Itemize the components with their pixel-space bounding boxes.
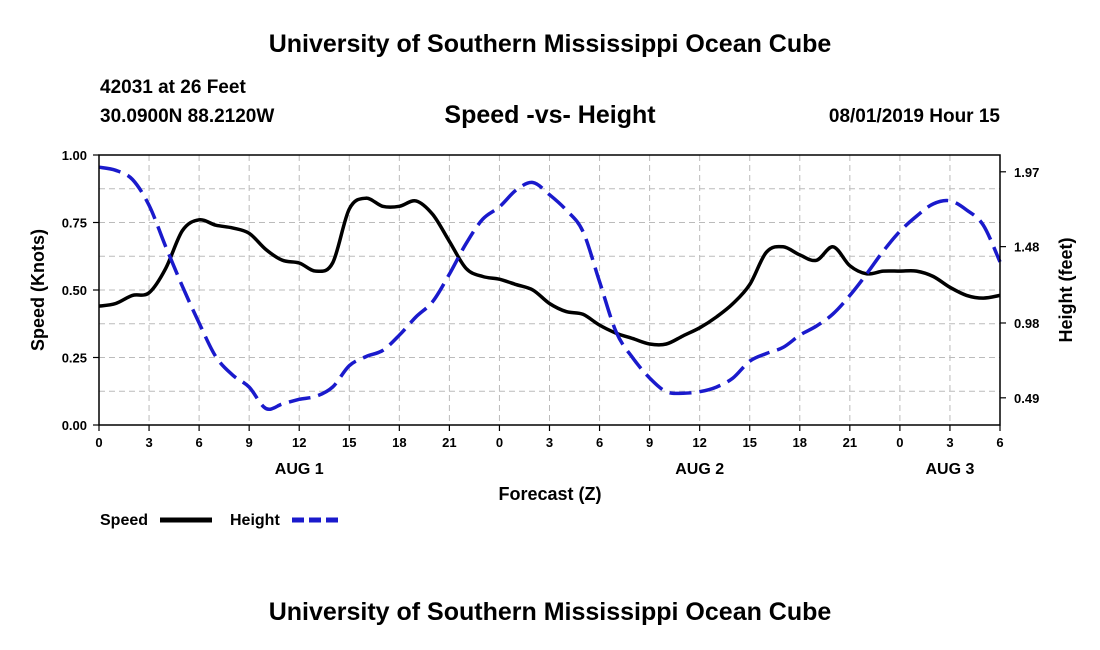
x-tick-label: 12: [292, 435, 306, 450]
x-tick-label: 3: [145, 435, 152, 450]
coordinates-label: 30.0900N 88.2120W: [100, 106, 275, 127]
y2-tick-label: 0.98: [1014, 316, 1039, 331]
series-line-height: [98, 165, 1002, 411]
axis-labels: Forecast (Z) Speed (Knots) Height (feet): [28, 229, 1076, 504]
x-tick-label: 15: [342, 435, 356, 450]
x-tick-label: 6: [195, 435, 202, 450]
x-tick-label: 0: [95, 435, 102, 450]
y2-tick-label: 0.49: [1014, 391, 1039, 406]
x-tick-label: 0: [896, 435, 903, 450]
x-tick-label: 3: [946, 435, 953, 450]
x-tick-label: 6: [596, 435, 603, 450]
legend-height-label: Height: [230, 512, 280, 529]
legend-speed-label: Speed: [100, 512, 148, 529]
grid: [99, 155, 1000, 425]
chart-title: University of Southern Mississippi Ocean…: [268, 30, 832, 58]
day-label: AUG 1: [275, 461, 324, 478]
series-line-speed: [98, 196, 1001, 347]
x-axis-title: Forecast (Z): [498, 484, 601, 504]
x-tick-label: 9: [246, 435, 253, 450]
datetime-label: 08/01/2019 Hour 15: [828, 106, 1000, 127]
legend: Speed Height: [100, 512, 342, 529]
station-label: 42031 at 26 Feet: [100, 77, 246, 98]
y-tick-label: 1.00: [62, 148, 87, 163]
y-tick-label: 0.25: [62, 351, 87, 366]
day-label: AUG 2: [675, 461, 724, 478]
y2-axis-title: Height (feet): [1056, 238, 1076, 343]
y-tick-label: 0.50: [62, 283, 87, 298]
series-lines: [98, 165, 1002, 411]
x-tick-label: 18: [392, 435, 406, 450]
axis-ticks: 0 3 6 9 12 15 18 21 0 3 6 9 12 15 18 21 0 3 6 0.00 0.25 0.50 0…: [62, 148, 1040, 478]
x-tick-label: 3: [546, 435, 553, 450]
x-tick-label: 21: [442, 435, 456, 450]
day-label: AUG 3: [925, 461, 974, 478]
y2-tick-label: 1.97: [1014, 165, 1039, 180]
x-tick-label: 6: [996, 435, 1003, 450]
y-tick-label: 0.00: [62, 418, 87, 433]
x-tick-label: 21: [843, 435, 857, 450]
x-tick-label: 15: [742, 435, 756, 450]
x-tick-label: 9: [646, 435, 653, 450]
chart-subtitle: Speed -vs- Height: [444, 101, 656, 129]
footer-title: University of Southern Mississippi Ocean…: [268, 598, 832, 626]
y-axis-title: Speed (Knots): [28, 229, 48, 351]
x-tick-label: 18: [793, 435, 807, 450]
x-tick-label: 12: [692, 435, 706, 450]
y2-tick-label: 1.48: [1014, 240, 1039, 255]
x-tick-label: 0: [496, 435, 503, 450]
y-tick-label: 0.75: [62, 216, 87, 231]
